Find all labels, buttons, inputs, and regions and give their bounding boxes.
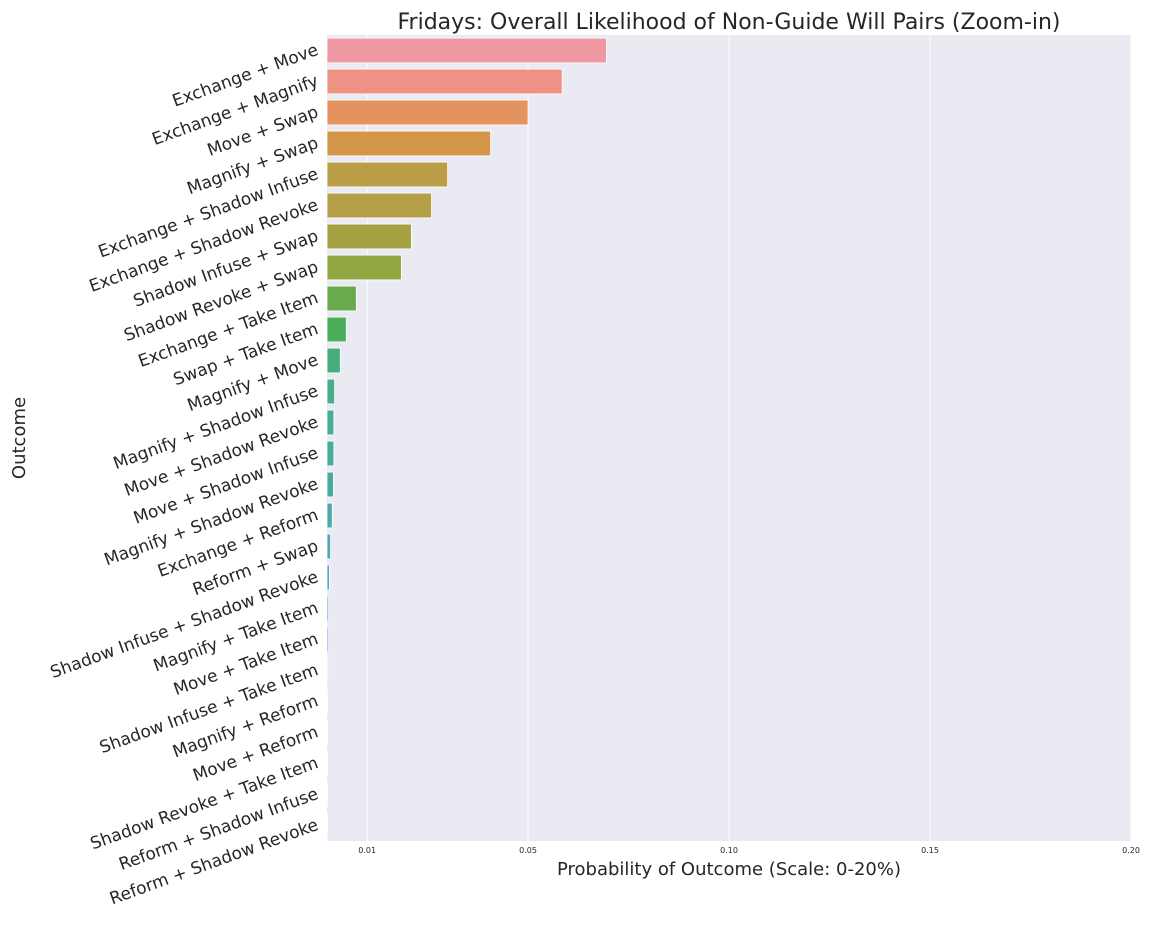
bar: [327, 317, 346, 342]
x-tick-label: 0.05: [519, 846, 537, 855]
bar: [327, 379, 335, 404]
x-tick-labels: 0.01 0.05 0.10 0.15 0.20: [358, 846, 1140, 855]
x-axis-label: Probability of Outcome (Scale: 0-20%): [557, 859, 901, 880]
bar: [327, 224, 411, 249]
bar: [327, 100, 528, 125]
bar: [327, 472, 333, 497]
bar: [327, 410, 334, 435]
x-tick-label: 0.01: [358, 846, 376, 855]
bar: [327, 627, 329, 652]
bar: [327, 255, 401, 280]
bar: [327, 162, 448, 187]
chart-title: Fridays: Overall Likelihood of Non-Guide…: [397, 10, 1060, 35]
bar: [327, 193, 432, 218]
x-tick-label: 0.15: [921, 846, 939, 855]
bar: [327, 534, 331, 559]
bar: [327, 658, 328, 683]
bar: [327, 348, 340, 373]
bar: [327, 286, 356, 311]
bar: [327, 565, 329, 590]
x-tick-label: 0.20: [1122, 846, 1140, 855]
bar: [327, 503, 332, 528]
bar: [327, 596, 329, 621]
y-axis-label: Outcome: [9, 397, 30, 479]
bar: [327, 38, 606, 63]
bar: [327, 131, 491, 156]
x-tick-label: 0.10: [720, 846, 738, 855]
bar: [327, 69, 562, 94]
bar: [327, 441, 334, 466]
